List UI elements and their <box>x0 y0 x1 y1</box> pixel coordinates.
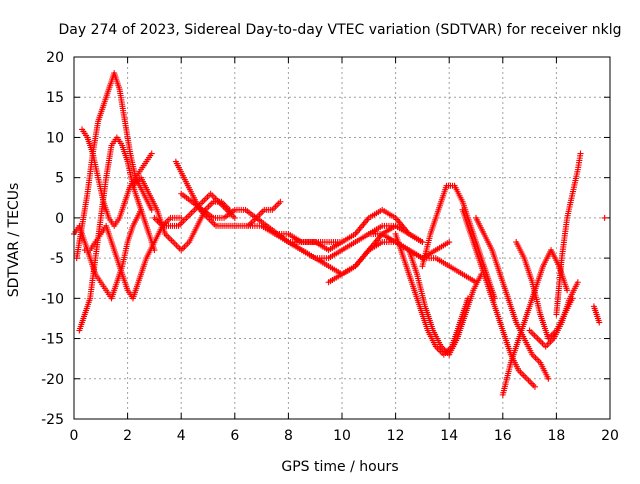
data-point <box>545 375 552 382</box>
x-axis-label: GPS time / hours <box>281 459 398 475</box>
data-point <box>574 279 581 286</box>
data-point <box>577 150 584 157</box>
series-trace-18 <box>459 206 538 390</box>
x-tick-label: 20 <box>601 428 619 444</box>
series-trace-19 <box>473 214 552 382</box>
x-tick-label: 0 <box>70 428 79 444</box>
x-tick-label: 4 <box>177 428 186 444</box>
series-trace-2 <box>73 70 155 262</box>
data-markers <box>71 70 608 398</box>
axis-ticks: 0 2 4 6 8 10 12 14 16 18 20 -25 -20 -15 -10 -5 0 5 10 15 20 <box>41 50 619 444</box>
plot-frame <box>73 56 611 420</box>
series-trace-22 <box>526 279 581 350</box>
chart-title: Day 274 of 2023, Sidereal Day-to-day VTE… <box>59 22 622 38</box>
series-trace-16 <box>406 247 485 358</box>
series-trace-4 <box>79 126 155 229</box>
series-trace-8 <box>172 158 284 229</box>
x-tick-label: 10 <box>333 428 351 444</box>
y-tick-label: -15 <box>41 332 64 348</box>
data-point <box>231 214 238 221</box>
x-tick-label: 14 <box>440 428 458 444</box>
series-trace-3 <box>76 134 158 334</box>
y-tick-label: 20 <box>46 50 64 66</box>
y-tick-label: -10 <box>41 291 64 307</box>
data-point <box>601 214 608 221</box>
series-trace-23 <box>553 150 584 318</box>
data-point <box>564 287 571 294</box>
x-tick-label: 12 <box>387 428 405 444</box>
data-point <box>277 198 284 205</box>
y-tick-label: 10 <box>46 130 64 146</box>
y-tick-label: 5 <box>55 171 64 187</box>
data-point <box>531 383 538 390</box>
y-tick-label: -25 <box>41 412 64 428</box>
x-tick-label: 2 <box>123 428 132 444</box>
y-axis-label: SDTVAR / TECUs <box>6 183 22 298</box>
y-tick-label: -5 <box>50 251 64 267</box>
data-point <box>446 239 453 246</box>
data-point <box>419 239 426 246</box>
data-point <box>596 319 603 326</box>
series-trace-24 <box>590 214 608 326</box>
x-tick-label: 18 <box>547 428 565 444</box>
y-tick-label: -20 <box>41 372 64 388</box>
x-tick-label: 6 <box>230 428 239 444</box>
y-tick-label: 15 <box>46 90 64 106</box>
x-tick-label: 8 <box>284 428 293 444</box>
y-tick-label: 0 <box>55 211 64 227</box>
x-tick-label: 16 <box>494 428 512 444</box>
data-point <box>148 206 155 213</box>
data-point <box>148 150 155 157</box>
